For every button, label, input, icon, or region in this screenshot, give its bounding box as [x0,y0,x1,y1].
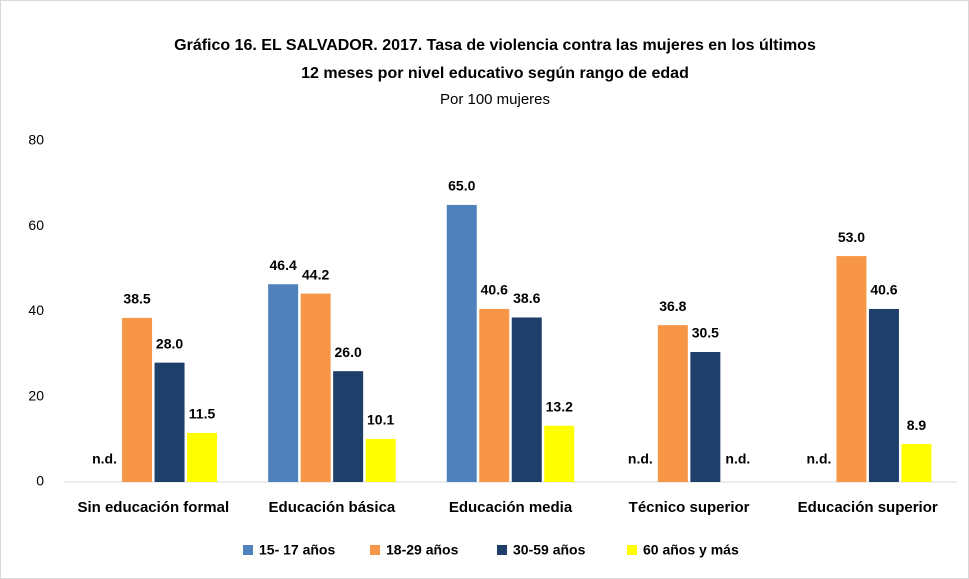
bar [365,438,396,482]
value-label: 30.5 [692,325,719,341]
x-tick-label: Sin educación formal [77,499,229,516]
value-label: 38.6 [513,290,540,306]
x-tick-label: Educación media [449,499,573,516]
value-label: 11.5 [189,406,216,422]
x-tick-label: Educación superior [798,499,938,516]
bar [690,351,721,482]
chart-title: 12 meses por nivel educativo según rango… [301,65,689,82]
y-tick-label: 80 [28,132,44,148]
value-label: 10.1 [367,412,394,428]
value-label: 44.2 [302,266,329,282]
value-label: 40.6 [870,282,897,298]
bar [836,256,867,482]
bar [901,444,932,482]
value-label: n.d. [725,451,750,467]
value-label: 40.6 [481,282,508,298]
value-label: 36.8 [659,298,686,314]
chart-subtitle: Por 100 mujeres [440,91,550,108]
bar [333,371,364,482]
legend-swatch [370,545,380,555]
y-tick-label: 20 [28,387,44,403]
bar [187,432,218,482]
chart-title: Gráfico 16. EL SALVADOR. 2017. Tasa de v… [174,37,816,54]
bar [511,317,542,482]
value-label: 8.9 [907,417,927,433]
legend-swatch [243,545,253,555]
value-label: 46.4 [270,257,297,273]
bar [268,284,299,482]
bar [544,425,575,482]
value-label: n.d. [628,451,653,467]
y-tick-label: 60 [28,217,44,233]
legend-label: 15- 17 años [259,542,335,558]
legend-label: 30-59 años [513,542,586,558]
value-label: n.d. [807,451,832,467]
value-label: 13.2 [546,398,573,414]
bar [122,317,153,482]
legend-swatch [497,545,507,555]
bar [868,308,899,482]
bar [479,308,510,482]
y-tick-label: 40 [28,302,44,318]
legend-label: 18-29 años [386,542,459,558]
x-tick-label: Técnico superior [629,499,750,516]
value-label: 53.0 [838,229,865,245]
value-label: 38.5 [123,291,150,307]
legend-swatch [627,545,637,555]
x-tick-label: Educación básica [269,499,396,516]
value-label: n.d. [92,451,117,467]
legend-label: 60 años y más [643,542,739,558]
bar [154,362,185,482]
bar [300,293,331,482]
value-label: 26.0 [335,344,362,360]
bar [446,204,477,482]
value-label: 28.0 [156,335,183,351]
value-label: 65.0 [448,178,475,194]
bar [657,325,688,482]
y-tick-label: 0 [36,473,44,489]
